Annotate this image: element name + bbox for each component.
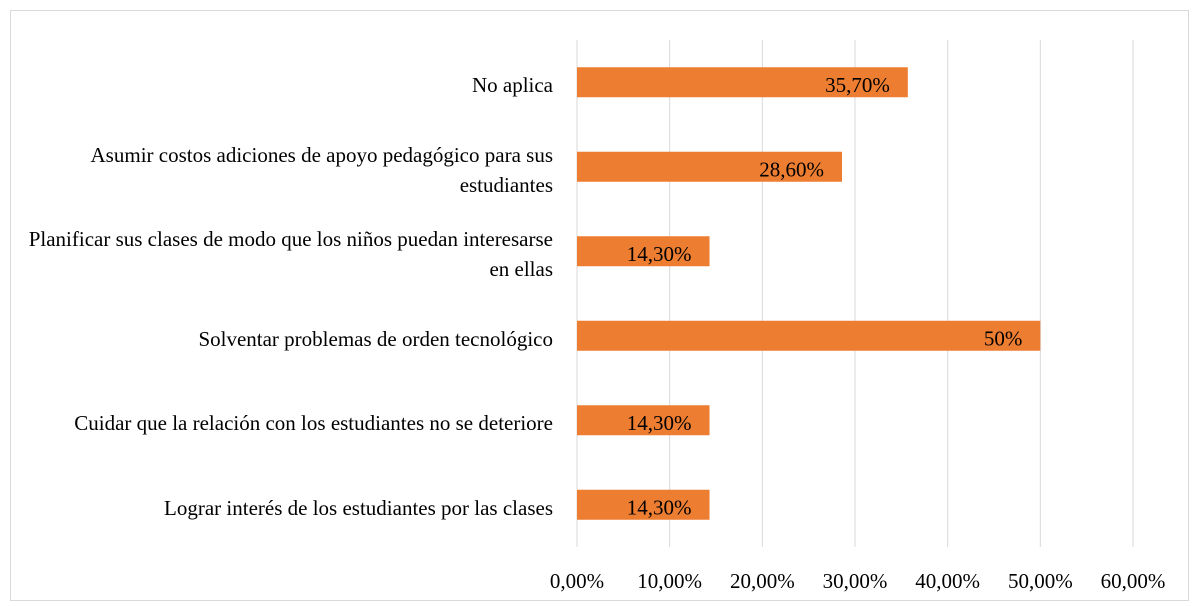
value-label: 50% — [984, 327, 1023, 351]
value-label: 14,30% — [627, 242, 692, 266]
y-tick-label: Asumir costos adiciones de apoyo pedagóg… — [90, 142, 553, 197]
x-tick-label: 50,00% — [1008, 569, 1073, 593]
y-tick-label: Solventar problemas de orden tecnológico — [198, 326, 553, 351]
bar — [577, 405, 710, 436]
x-tick-label: 30,00% — [823, 569, 888, 593]
x-tick-label: 40,00% — [915, 569, 980, 593]
x-tick-label: 0,00% — [550, 569, 604, 593]
value-label: 35,70% — [825, 73, 890, 97]
value-label: 28,60% — [759, 158, 824, 182]
bar — [577, 67, 908, 98]
value-label: 14,30% — [627, 496, 692, 520]
value-label: 14,30% — [627, 411, 692, 435]
x-tick-label: 20,00% — [730, 569, 795, 593]
chart-border — [10, 10, 1189, 601]
bar — [577, 320, 1041, 351]
y-tick-label: Lograr interés de los estudiantes por la… — [164, 495, 553, 520]
y-tick-label: Planificar sus clases de modo que los ni… — [28, 227, 553, 282]
x-tick-label: 60,00% — [1101, 569, 1166, 593]
x-tick-label: 10,00% — [637, 569, 702, 593]
y-tick-label: No aplica — [471, 73, 553, 98]
y-tick-label: Cuidar que la relación con los estudiant… — [74, 411, 553, 436]
bar — [577, 489, 710, 520]
bar — [577, 236, 710, 267]
bar — [577, 151, 843, 182]
